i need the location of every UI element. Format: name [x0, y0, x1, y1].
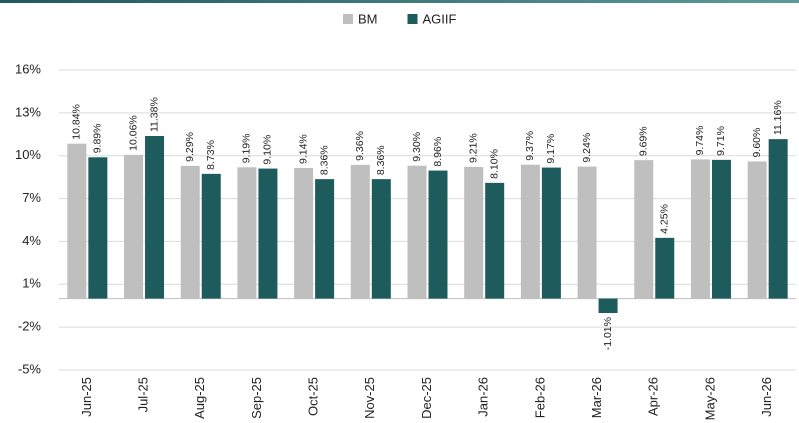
bar — [201, 173, 221, 299]
value-label: 9.19% — [241, 134, 253, 164]
bar — [485, 182, 505, 299]
bar — [711, 159, 731, 299]
y-tick-label: 7% — [22, 190, 41, 205]
legend-swatch — [343, 14, 353, 24]
legend-label: BM — [358, 11, 378, 26]
value-label: 11.16% — [772, 100, 784, 135]
bar — [747, 161, 767, 299]
bar — [598, 298, 618, 313]
value-label: 9.29% — [184, 132, 196, 162]
top-border — [0, 0, 799, 3]
y-tick-label: 16% — [15, 61, 41, 76]
value-label: 9.21% — [467, 133, 479, 163]
bar — [88, 157, 108, 299]
y-tick-label: 13% — [15, 104, 41, 119]
value-label: 11.38% — [148, 97, 160, 132]
bar — [294, 168, 314, 299]
x-tick-label: Nov-25 — [362, 377, 377, 419]
bar — [315, 179, 335, 299]
bar — [428, 170, 448, 299]
x-tick-label: Mar-26 — [589, 377, 604, 418]
bar — [67, 143, 87, 299]
value-label: 8.73% — [205, 140, 217, 170]
value-label: 9.14% — [297, 134, 309, 164]
y-tick-label: 4% — [22, 233, 41, 248]
value-label: 8.96% — [432, 137, 444, 167]
value-label: 9.60% — [751, 128, 763, 158]
value-label: 9.37% — [524, 131, 536, 161]
value-label: 9.36% — [354, 131, 366, 161]
x-tick-label: Jun-26 — [759, 377, 774, 417]
bar — [655, 237, 675, 299]
bar — [350, 164, 370, 299]
bar — [464, 167, 484, 299]
value-label: 9.30% — [411, 132, 423, 162]
bar — [258, 168, 278, 299]
x-tick-label: Aug-25 — [192, 377, 207, 419]
value-label: 8.36% — [375, 145, 387, 175]
value-label: 9.17% — [545, 134, 557, 164]
value-label: 8.36% — [318, 145, 330, 175]
value-label: 9.10% — [262, 135, 274, 165]
value-label: 9.89% — [92, 124, 104, 154]
value-label: 9.71% — [715, 126, 727, 156]
x-tick-label: Jan-26 — [476, 377, 491, 417]
x-tick-label: Feb-26 — [532, 377, 547, 418]
x-tick-label: May-26 — [702, 377, 717, 420]
x-tick-label: Jul-25 — [135, 377, 150, 412]
x-tick-label: Oct-25 — [306, 377, 321, 416]
bar — [541, 167, 561, 299]
bar — [690, 159, 710, 299]
bar — [520, 164, 540, 299]
bar — [371, 179, 391, 299]
bar — [124, 154, 144, 299]
bar — [237, 167, 257, 299]
value-label: -1.01% — [602, 317, 614, 350]
bar — [407, 165, 427, 299]
legend-label: AGIIF — [423, 11, 457, 26]
bar — [145, 136, 165, 299]
value-label: 4.25% — [659, 204, 671, 234]
x-tick-label: Dec-25 — [419, 377, 434, 419]
y-tick-label: 10% — [15, 147, 41, 162]
value-label: 9.24% — [581, 133, 593, 163]
x-tick-label: Sep-25 — [249, 377, 264, 419]
y-tick-label: -2% — [18, 319, 42, 334]
bar — [768, 139, 788, 299]
value-label: 9.74% — [694, 126, 706, 156]
x-tick-label: Apr-26 — [646, 377, 661, 416]
legend-swatch — [407, 14, 418, 24]
y-tick-label: 1% — [22, 276, 41, 291]
value-label: 10.84% — [71, 104, 83, 140]
x-tick-label: Jun-25 — [79, 377, 94, 417]
value-label: 10.06% — [127, 115, 139, 151]
value-label: 9.69% — [638, 126, 650, 156]
bar — [180, 165, 200, 299]
bar — [577, 166, 597, 299]
bar — [634, 160, 654, 299]
value-label: 8.10% — [488, 149, 500, 179]
y-tick-label: -5% — [18, 361, 42, 376]
